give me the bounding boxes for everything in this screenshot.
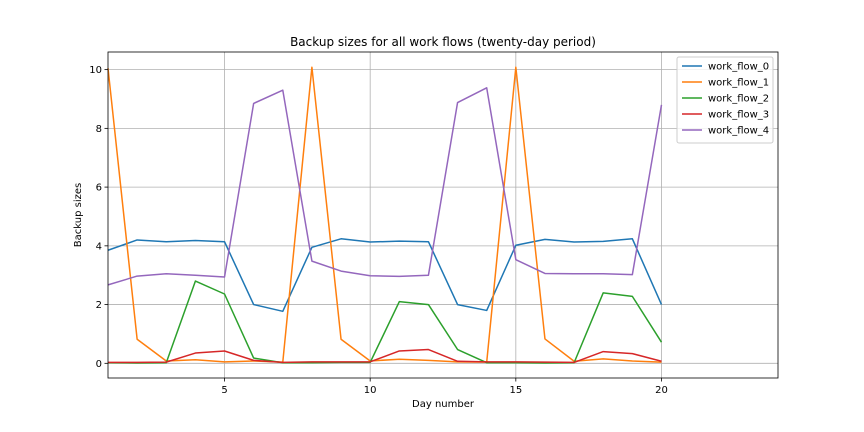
y-axis-label: Backup sizes	[73, 183, 84, 247]
x-tick-label: 5	[221, 385, 227, 396]
y-axis-ticks: 0 2 4 6 8 10	[89, 65, 108, 370]
x-axis-label: Day number	[412, 399, 475, 410]
series-line-work_flow_2	[107, 280, 663, 364]
legend: work_flow_0 work_flow_1 work_flow_2 work_fl…	[676, 56, 774, 144]
y-tick-label: 8	[96, 124, 102, 135]
chart-title: Backup sizes for all work flows (twenty-…	[290, 35, 596, 49]
x-tick-label: 10	[364, 385, 377, 396]
x-axis-ticks: 5 10 15 20	[221, 378, 668, 396]
series-lines	[107, 66, 663, 364]
legend-label: work_flow_2	[708, 94, 769, 105]
legend-label: work_flow_1	[708, 78, 769, 89]
series-line-work_flow_1	[107, 66, 662, 363]
legend-items: work_flow_0 work_flow_1 work_flow_2 work_fl…	[682, 62, 769, 137]
legend-label: work_flow_0	[708, 62, 769, 73]
grid-lines	[108, 52, 778, 378]
series-line-work_flow_0	[107, 238, 663, 313]
x-tick-label: 20	[655, 385, 668, 396]
y-tick-label: 4	[96, 241, 102, 252]
y-tick-label: 2	[96, 300, 102, 311]
plot-area-frame	[107, 51, 779, 379]
legend-box	[676, 56, 774, 144]
legend-label: work_flow_4	[708, 126, 769, 137]
series-line-work_flow_4	[107, 87, 663, 286]
legend-label: work_flow_3	[708, 110, 769, 121]
y-tick-label: 6	[96, 183, 102, 194]
series-line-work_flow_3	[108, 348, 662, 364]
y-tick-label: 0	[96, 359, 102, 370]
x-tick-label: 15	[509, 385, 522, 396]
y-tick-label: 10	[89, 65, 102, 76]
